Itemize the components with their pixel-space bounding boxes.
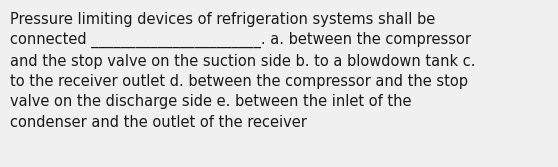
Text: Pressure limiting devices of refrigeration systems shall be
connected __________: Pressure limiting devices of refrigerati… [10,12,475,130]
